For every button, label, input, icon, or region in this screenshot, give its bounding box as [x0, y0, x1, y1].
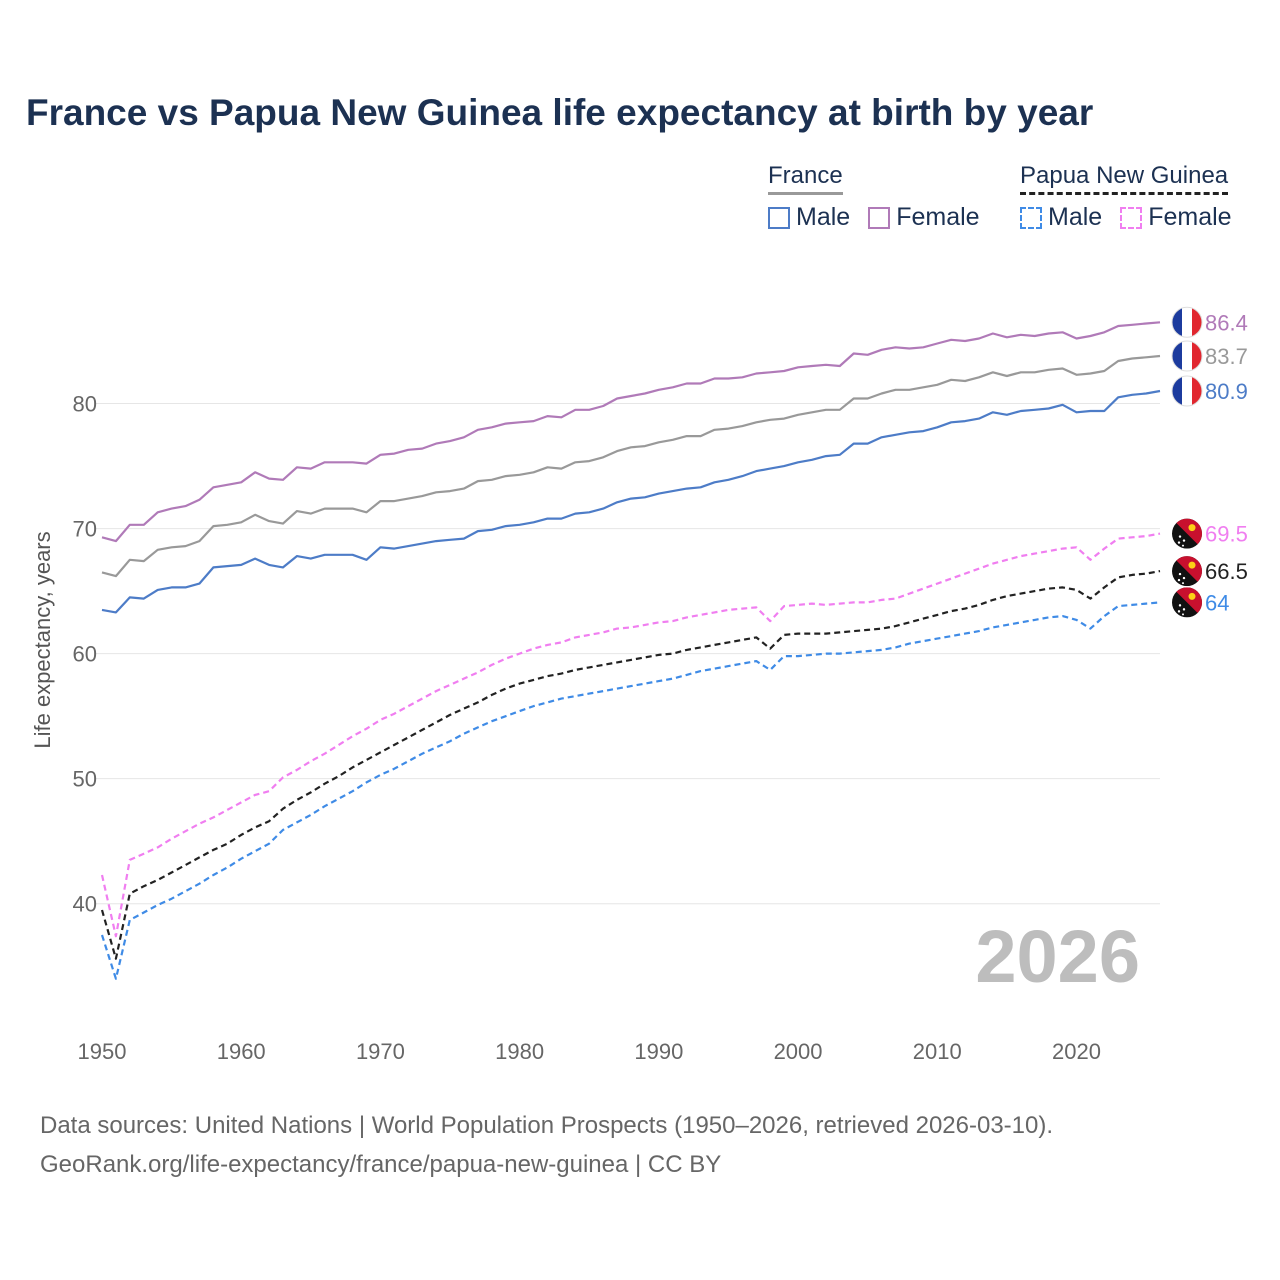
y-tick-label: 60 [73, 642, 97, 667]
legend-france-female[interactable]: Female [868, 203, 980, 232]
series-line-france_female[interactable] [101, 321, 1161, 543]
legend-png-male-label: Male [1048, 203, 1103, 231]
footer-sources: Data sources: United Nations | World Pop… [40, 1112, 1054, 1139]
end-marker-france_female [1171, 306, 1203, 338]
end-marker-france_male [1171, 375, 1203, 407]
legend-png: Papua New Guinea Male Female [1020, 162, 1232, 232]
series-line-png_male[interactable] [100, 601, 1161, 980]
series-end-markers: 86.4 83.7 80.9 69.5 66.5 64 [1171, 306, 1248, 618]
france-flag-icon [1172, 307, 1202, 338]
x-tick-label: 1970 [356, 1039, 405, 1064]
end-label-png_female: 69.5 [1205, 522, 1248, 547]
end-label-france_total: 83.7 [1205, 344, 1248, 369]
papua-new-guinea-flag-icon [1172, 556, 1202, 587]
series-line-france_male[interactable] [101, 389, 1161, 614]
france-flag-icon [1172, 341, 1202, 372]
legend-png-male[interactable]: Male [1020, 203, 1102, 232]
chart-title: France vs Papua New Guinea life expectan… [26, 92, 1094, 133]
legend-france: France Male Female [768, 162, 980, 232]
end-marker-png_female [1172, 518, 1202, 549]
legend-png-female-swatch [1120, 206, 1143, 229]
legend-france-female-swatch [868, 206, 891, 229]
x-tick-label: 2000 [774, 1039, 823, 1064]
x-tick-label: 1980 [495, 1039, 544, 1064]
legend-france-female-label: Female [896, 203, 980, 231]
france-flag-icon [1172, 376, 1202, 407]
year-watermark: 2026 [975, 915, 1140, 998]
x-tick-label: 2020 [1052, 1039, 1101, 1064]
grid-lines [95, 403, 1160, 905]
x-tick-label: 1990 [634, 1039, 683, 1064]
papua-new-guinea-flag-icon [1172, 587, 1202, 618]
legend-france-male-swatch [768, 206, 790, 229]
series-lines [100, 321, 1161, 980]
legend-france-title: France [768, 162, 843, 195]
end-label-png_male: 64 [1205, 590, 1229, 615]
y-tick-label: 70 [73, 517, 97, 542]
end-label-france_male: 80.9 [1205, 379, 1248, 404]
legend-france-male[interactable]: Male [768, 203, 850, 232]
papua-new-guinea-flag-icon [1172, 518, 1202, 549]
end-label-france_female: 86.4 [1205, 310, 1248, 335]
end-label-png_total: 66.5 [1205, 559, 1248, 584]
y-tick-label: 80 [73, 392, 97, 417]
legend-png-female[interactable]: Female [1120, 203, 1232, 232]
x-tick-label: 1950 [78, 1039, 127, 1064]
legend-png-title: Papua New Guinea [1020, 162, 1229, 195]
footer-link[interactable]: GeoRank.org/life-expectancy/france/papua… [40, 1151, 722, 1178]
x-axis-ticks: 1950 1960 1970 1980 1990 2000 2010 2020 [78, 1039, 1101, 1064]
y-tick-label: 40 [73, 892, 97, 917]
end-marker-png_male [1172, 587, 1202, 618]
x-tick-label: 2010 [913, 1039, 962, 1064]
footer: Data sources: United Nations | World Pop… [40, 1106, 1053, 1184]
series-line-png_female[interactable] [100, 532, 1161, 938]
end-marker-png_total [1172, 556, 1202, 587]
legend-png-male-swatch [1020, 206, 1042, 229]
x-tick-label: 1960 [217, 1039, 266, 1064]
y-axis-title: Life expectancy, years [30, 531, 55, 748]
y-tick-label: 50 [73, 767, 97, 792]
end-marker-france_total [1171, 340, 1203, 372]
legend-france-male-label: Male [796, 203, 851, 231]
y-axis-ticks: 40 50 60 70 80 [73, 392, 97, 917]
legend-png-female-label: Female [1148, 203, 1232, 231]
series-line-france_total[interactable] [101, 354, 1161, 578]
series-line-png_total[interactable] [100, 570, 1161, 960]
